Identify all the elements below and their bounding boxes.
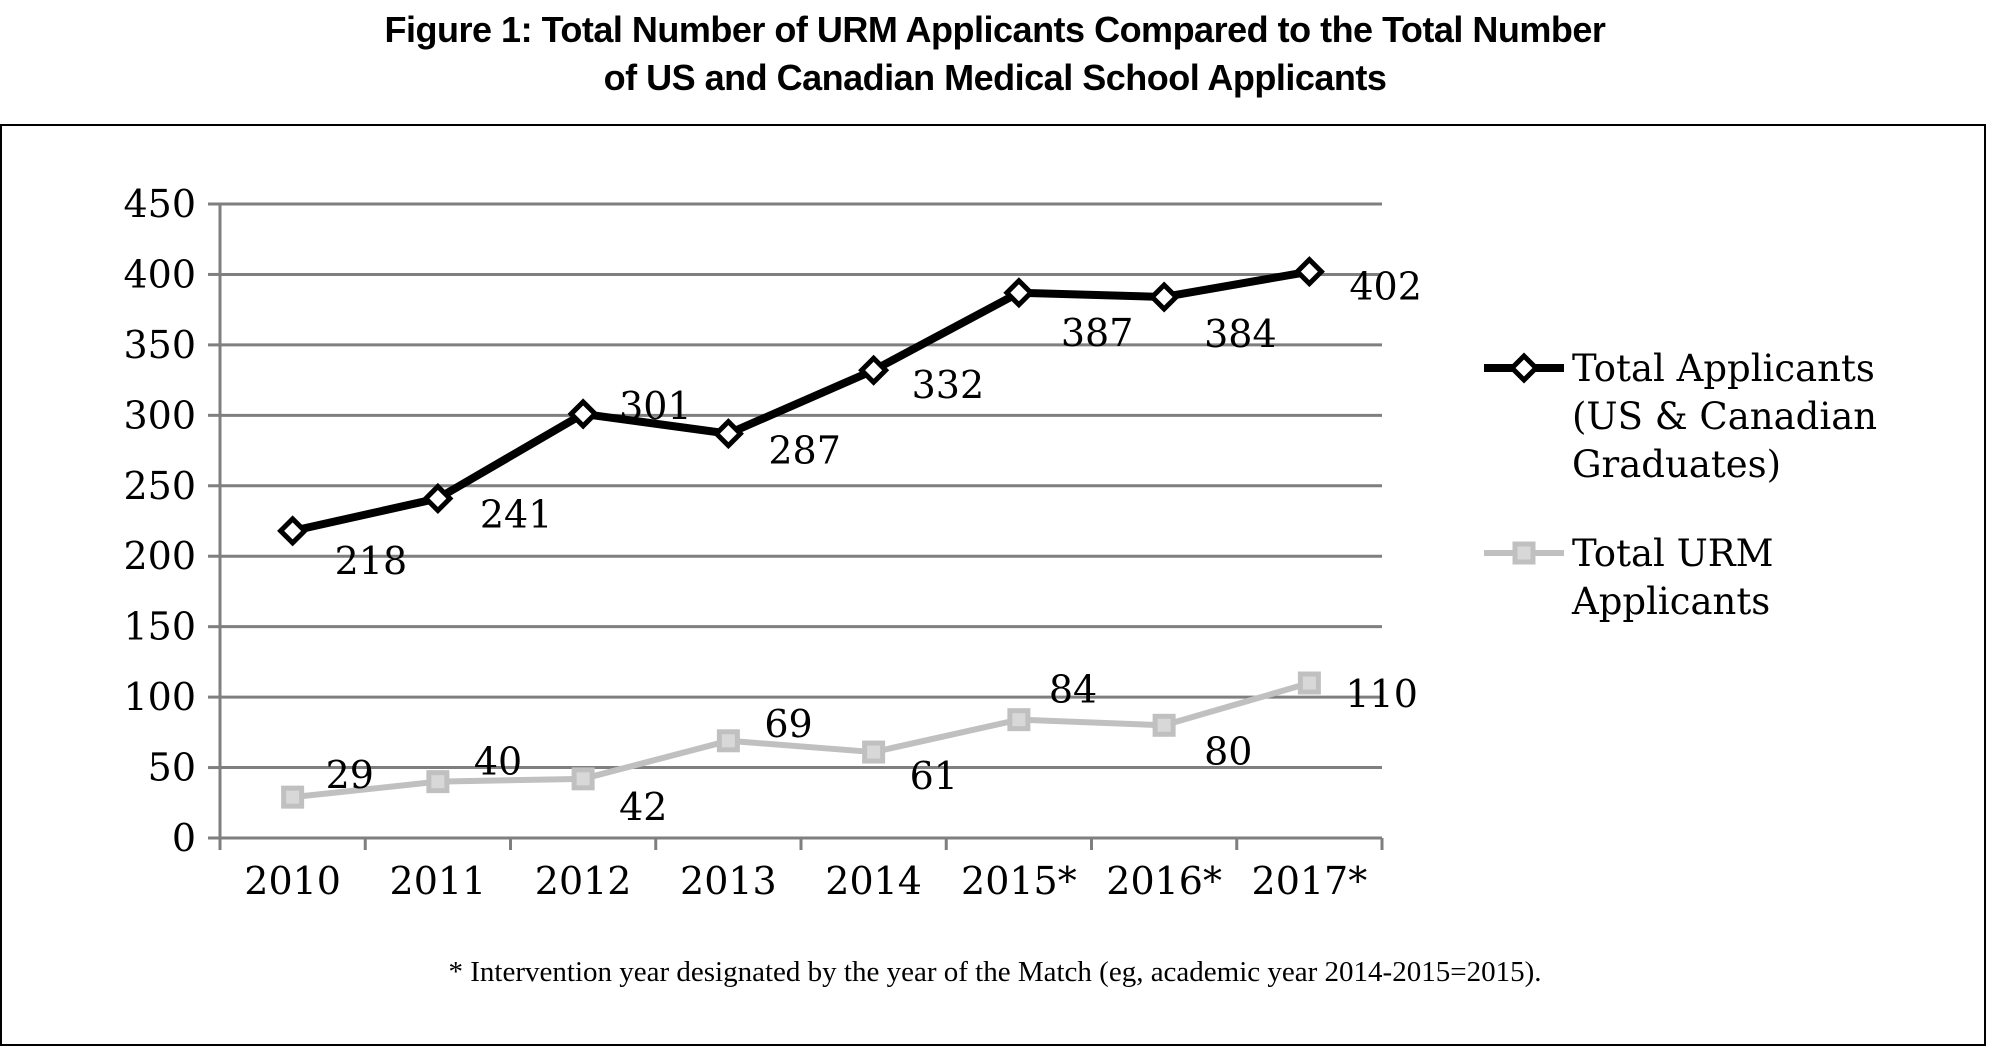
legend-entry-total-applicants: (US & Canadian [1572,395,1877,438]
x-tick-label: 2016* [1106,859,1222,903]
data-labels: 218 241 301 287 332 387 384 402 29 40 42 69 61 84 80 11… [326,265,1422,829]
data-point-total-applicants [422,482,454,514]
legend-entry-total-applicants: Total Applicants [1572,347,1875,390]
data-point-urm-applicants [1297,671,1321,695]
legend-entry-urm-applicants: Applicants [1571,580,1770,623]
y-tick-label: 300 [123,393,196,437]
data-label-total-applicants: 332 [912,363,985,407]
x-tick-label: 2011 [390,859,487,903]
data-point-urm-applicants [862,740,886,764]
y-tick-label: 0 [172,816,196,860]
legend-marker-total-applicants [1508,352,1540,384]
y-tick-label: 450 [123,182,196,226]
chart-frame [0,124,1986,1046]
legend-entry-total-applicants: Graduates) [1572,443,1781,486]
series-line-total-applicants [291,267,1311,535]
x-tick-label: 2010 [244,859,341,903]
x-tick-label: 2014 [825,859,922,903]
data-label-total-applicants: 301 [619,384,692,428]
data-label-total-applicants: 387 [1061,311,1134,355]
y-tick-label: 100 [123,675,196,719]
data-label-total-applicants: 384 [1204,312,1277,356]
x-tick-label: 2015* [961,859,1077,903]
data-label-urm-applicants: 40 [474,740,522,784]
figure-title: Figure 1: Total Number of URM Applicants… [0,6,1990,102]
data-point-total-applicants [712,418,744,450]
legend: Total Applicants (US & Canadian Graduates)… [1484,347,1877,623]
x-tick-label: 2017* [1252,859,1368,903]
data-label-total-applicants: 402 [1349,265,1422,309]
data-label-urm-applicants: 29 [326,753,374,797]
x-tick-label: 2013 [680,859,777,903]
y-tick-label: 350 [123,323,196,367]
axes: 0 50 100 150 200 250 300 350 400 450 2010 2011 2012 2… [123,182,1384,903]
gridlines [220,202,1382,770]
data-label-urm-applicants: 110 [1345,672,1418,716]
series-line-urm-applicants [292,680,1311,801]
data-point-urm-applicants [571,767,595,791]
data-point-total-applicants [277,515,309,547]
data-label-urm-applicants: 61 [910,754,958,798]
data-label-total-applicants: 287 [768,429,841,473]
data-label-urm-applicants: 84 [1049,668,1097,712]
figure-title-line-1: Figure 1: Total Number of URM Applicants… [384,9,1606,50]
data-point-urm-applicants [1007,708,1031,732]
legend-entry-urm-applicants: Total URM [1572,532,1774,575]
data-point-total-applicants [1148,281,1180,313]
y-tick-label: 150 [123,605,196,649]
data-point-total-applicants [1003,277,1035,309]
data-label-urm-applicants: 80 [1204,729,1252,773]
figure-title-line-2: of US and Canadian Medical School Applic… [603,57,1387,98]
footnote: * Intervention year designated by the ye… [449,956,1542,988]
series-lines [277,256,1325,809]
y-tick-label: 50 [148,746,196,790]
data-point-total-applicants [858,354,890,386]
legend-marker-urm-applicants [1512,541,1536,565]
y-tick-label: 250 [123,464,196,508]
data-point-urm-applicants [716,729,740,753]
data-point-urm-applicants [281,785,305,809]
y-tick-label: 200 [123,534,196,578]
x-tick-label: 2012 [535,859,632,903]
data-label-total-applicants: 218 [335,539,408,583]
data-label-urm-applicants: 42 [619,785,667,829]
data-point-total-applicants [1293,256,1325,288]
y-tick-label: 400 [123,252,196,296]
data-label-urm-applicants: 69 [764,702,812,746]
data-point-urm-applicants [1152,713,1176,737]
data-label-total-applicants: 241 [480,492,553,536]
data-point-urm-applicants [426,770,450,794]
data-point-total-applicants [567,398,599,430]
